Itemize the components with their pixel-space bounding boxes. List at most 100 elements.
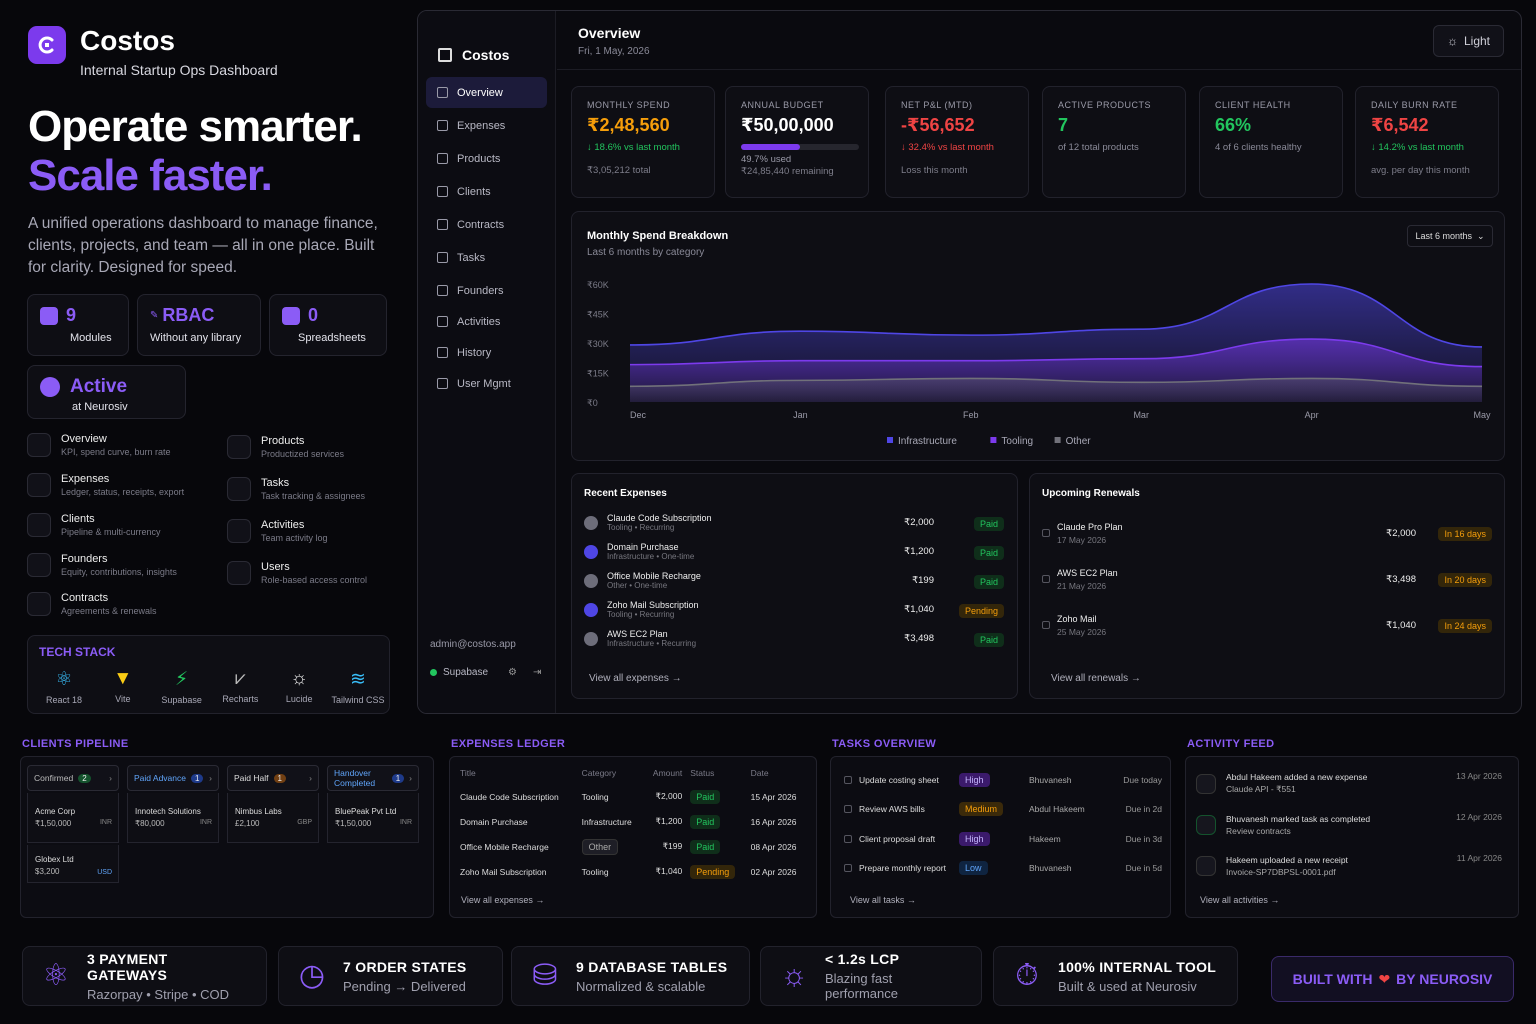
ledger-row[interactable]: Office Mobile Recharge Other ₹199 Paid 08 Ap… xyxy=(456,834,808,859)
expense-row[interactable]: Claude Code Subscription Tooling • Recurr… xyxy=(584,508,1004,537)
legend-swatch xyxy=(1054,437,1061,443)
pipeline-column-header[interactable]: Paid Half 1 › xyxy=(227,765,319,791)
nav-item-history[interactable]: History xyxy=(426,337,547,368)
task-row[interactable]: Update costing sheet High Bhuvanesh Due tod… xyxy=(844,765,1162,795)
nav-item-expenses[interactable]: Expenses xyxy=(426,110,547,141)
expense-row[interactable]: Office Mobile Recharge Other • One-time ₹1… xyxy=(584,566,1004,595)
ledger-title: EXPENSES LEDGER xyxy=(451,738,566,750)
settings-icon[interactable]: ⚙ xyxy=(508,667,518,678)
ledger-row[interactable]: Zoho Mail Subscription Tooling ₹1,040 Pendi… xyxy=(460,864,797,879)
y-tick-label: ₹30K xyxy=(587,339,609,349)
feature-products: Products Productized services xyxy=(227,435,344,459)
tasks-view-all-link[interactable]: View all tasks → xyxy=(850,895,916,905)
expense-icon xyxy=(584,573,598,588)
nav-item-contracts[interactable]: Contracts xyxy=(426,209,547,240)
expense-row[interactable]: Domain Purchase Infrastructure • One-time… xyxy=(584,537,1004,566)
theme-toggle-button[interactable]: ☼ Light xyxy=(1433,25,1504,57)
kpi-card-active-products: ACTIVE PRODUCTS 7 of 12 total products xyxy=(1042,86,1186,198)
legend-swatch xyxy=(990,437,997,443)
footer-stat: ☼ < 1.2s LCP Blazing fast performance xyxy=(760,946,982,1006)
client-card[interactable]: Innotech Solutions ₹80,000 INR xyxy=(127,793,219,843)
nav-item-tasks[interactable]: Tasks xyxy=(426,242,547,273)
recent-expenses-title: Recent Expenses xyxy=(584,488,667,499)
task-row[interactable]: Prepare monthly report Low Bhuvanesh Due in… xyxy=(844,854,1162,884)
tech-stack: TECH STACK ⚛ React 18 ▼ Vite ⚡ Supabase ⩗ Recha… xyxy=(27,635,390,714)
renewal-row[interactable]: AWS EC2 Plan 21 May 2026 ₹3,498 In 20 days xyxy=(1042,556,1492,602)
ledger-view-all-link[interactable]: View all expenses → xyxy=(461,895,545,905)
checkbox[interactable] xyxy=(844,775,852,784)
legend-label: Infrastructure xyxy=(898,436,957,447)
page-title: Overview xyxy=(578,25,641,41)
tech-item: ⚡ Supabase xyxy=(161,669,202,705)
checkbox[interactable] xyxy=(1042,529,1050,537)
view-all-expenses-link[interactable]: View all expenses → xyxy=(589,673,682,684)
activity-row[interactable]: Bhuvanesh marked task as completed Review… xyxy=(1196,804,1502,845)
renewal-row[interactable]: Zoho Mail 25 May 2026 ₹1,040 In 24 days xyxy=(1042,602,1492,648)
count-badge: 1 xyxy=(273,773,286,783)
logo-c-icon xyxy=(38,36,54,54)
task-row[interactable]: Client proposal draft High Hakeem Due in 3d xyxy=(844,824,1162,854)
lucide-icon: ☼ xyxy=(290,668,308,689)
status-badge: Pending xyxy=(958,603,1004,618)
pulse-icon xyxy=(227,519,251,543)
nav-item-products[interactable]: Products xyxy=(426,143,547,174)
client-card[interactable]: Globex Ltd $3,200 USD xyxy=(27,845,119,883)
ledger-row[interactable]: Domain Purchase Infrastructure ₹1,200 Paid 1… xyxy=(460,814,797,829)
nav-item-overview[interactable]: Overview xyxy=(426,77,547,108)
box-icon xyxy=(437,153,448,164)
nav-item-user-mgmt[interactable]: User Mgmt xyxy=(426,368,547,399)
receipt-icon xyxy=(1196,773,1216,794)
priority-badge: Medium xyxy=(959,802,1004,817)
footer-stat: ⚛ 3 PAYMENT GATEWAYS Razorpay • Stripe • C… xyxy=(22,946,267,1006)
x-tick-label: Mar xyxy=(1133,410,1149,420)
status-badge: Paid xyxy=(973,632,1004,647)
chart-range-select[interactable]: Last 6 months ⌄ xyxy=(1407,225,1493,247)
nav-item-founders[interactable]: Founders xyxy=(426,275,547,306)
tasks-title: TASKS OVERVIEW xyxy=(832,738,937,750)
pipeline-column-header[interactable]: Paid Advance 1 › xyxy=(127,765,219,791)
pipeline-column-header[interactable]: Handover Completed 1 › xyxy=(327,765,419,791)
list-icon xyxy=(437,252,448,263)
activity-title: ACTIVITY FEED xyxy=(1187,738,1275,750)
expense-icon xyxy=(584,602,598,617)
checkbox[interactable] xyxy=(1042,575,1050,583)
nav-item-clients[interactable]: Clients xyxy=(426,176,547,207)
pipeline-column: Handover Completed 1 › BluePeak Pvt Ltd ₹1,5… xyxy=(327,765,419,905)
series-line-other xyxy=(629,377,1483,388)
logout-icon[interactable]: ⇥ xyxy=(533,667,542,678)
task-row[interactable]: Review AWS bills Medium Abdul Hakeem Due in… xyxy=(844,795,1162,825)
footer-stat: ⛁ 9 DATABASE TABLES Normalized & scalable xyxy=(511,946,750,1006)
nav-item-activities[interactable]: Activities xyxy=(426,306,547,337)
client-card[interactable]: Nimbus Labs £2,100 GBP xyxy=(227,793,319,843)
y-tick-label: ₹45K xyxy=(587,310,609,320)
renewal-row[interactable]: Claude Pro Plan 17 May 2026 ₹2,000 In 16 da… xyxy=(1042,510,1492,556)
brand-name: Costos xyxy=(80,25,175,56)
checkbox[interactable] xyxy=(1042,621,1050,629)
pipeline-column-header[interactable]: Confirmed 2 › xyxy=(27,765,119,791)
count-badge: 1 xyxy=(391,773,405,783)
vite-icon: ▼ xyxy=(113,668,133,689)
client-card[interactable]: BluePeak Pvt Ltd ₹1,50,000 INR xyxy=(327,793,419,843)
checkbox[interactable] xyxy=(844,864,852,873)
react-icon: ⚛ xyxy=(55,669,73,690)
app-window: Costos Overview Expenses Products Clients Co… xyxy=(417,10,1522,714)
checkbox[interactable] xyxy=(844,805,852,814)
activity-row[interactable]: Hakeem uploaded a new receipt Invoice-SP7… xyxy=(1196,845,1502,886)
ledger-row[interactable]: Claude Code Subscription Tooling ₹2,000 Pai… xyxy=(460,789,797,804)
legend-swatch xyxy=(887,437,893,443)
priority-badge: High xyxy=(959,831,990,846)
activity-row[interactable]: Abdul Hakeem added a new expense Claude A… xyxy=(1196,763,1502,804)
users-icon xyxy=(437,186,448,197)
user-email: admin@costos.app xyxy=(430,639,516,650)
client-card[interactable]: Acme Corp ₹1,50,000 INR xyxy=(27,793,119,843)
status-badge: Paid xyxy=(690,839,721,854)
kpi-card-client-health: CLIENT HEALTH 66% 4 of 6 clients healthy xyxy=(1199,86,1343,198)
checkbox[interactable] xyxy=(844,834,852,843)
priority-badge: Low xyxy=(959,861,988,876)
expense-row[interactable]: Zoho Mail Subscription Tooling • Recurrin… xyxy=(584,595,1004,624)
expense-row[interactable]: AWS EC2 Plan Infrastructure • Recurring ₹3… xyxy=(584,624,1004,653)
count-badge: 1 xyxy=(190,773,204,783)
activity-view-all-link[interactable]: View all activities → xyxy=(1200,895,1280,905)
recharts-icon: ⩗ xyxy=(235,668,246,689)
view-all-renewals-link[interactable]: View all renewals → xyxy=(1051,673,1141,684)
